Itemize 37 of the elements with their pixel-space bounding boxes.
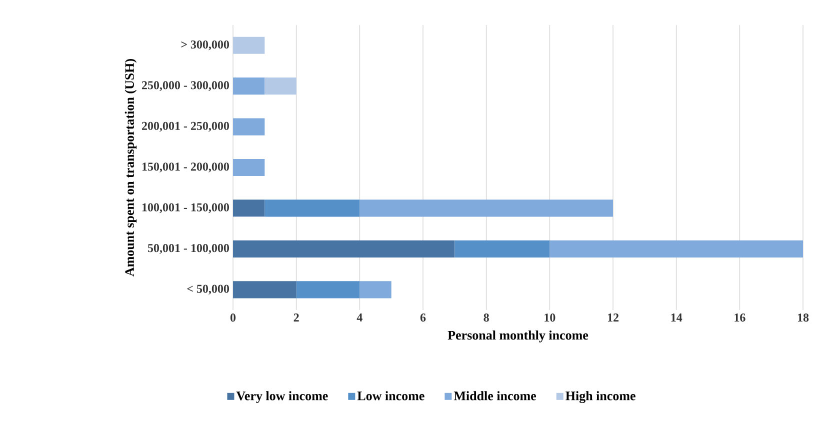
- bar: [233, 281, 296, 298]
- y-tick-label: 100,001 - 150,000: [142, 203, 229, 214]
- y-tick-label: 200,001 - 250,000: [142, 122, 229, 132]
- x-tick-label: 8: [484, 314, 489, 322]
- bar: [454, 240, 550, 258]
- x-tick-label: 6: [420, 314, 426, 322]
- legend-label: Very low income: [236, 391, 328, 403]
- x-tick-label: 4: [356, 314, 362, 322]
- bar: [233, 78, 265, 95]
- x-tick-label: 14: [671, 314, 682, 322]
- y-tick-label: < 50,000: [187, 284, 229, 295]
- bar: [360, 200, 614, 217]
- bar: [233, 158, 265, 176]
- x-tick-label: 12: [608, 314, 618, 322]
- y-tick-label: 250,000 - 300,000: [142, 81, 229, 91]
- legend-label: Low income: [357, 391, 424, 400]
- bar: [550, 240, 804, 258]
- x-axis-title: Personal monthly income: [448, 330, 588, 342]
- bar: [264, 78, 296, 95]
- bar: [296, 281, 360, 298]
- bar: [360, 281, 392, 298]
- x-tick-label: 18: [798, 314, 809, 322]
- x-tick-label: 0: [230, 314, 236, 322]
- y-tick-label: 50,001 - 100,000: [148, 244, 229, 254]
- x-tick-label: 10: [544, 314, 556, 322]
- bar: [233, 200, 265, 217]
- bar: [233, 118, 265, 136]
- legend-label: High income: [566, 391, 636, 404]
- bar: [233, 240, 455, 258]
- bar: [264, 200, 360, 217]
- bar: [233, 36, 265, 54]
- legend-label: Middle income: [454, 391, 536, 400]
- y-tick-label: > 300,000: [181, 40, 229, 50]
- x-tick-label: 16: [734, 314, 746, 322]
- y-axis-title: Amount spent on transportation (USH): [124, 59, 137, 276]
- x-tick-label: 2: [294, 314, 299, 322]
- y-tick-label: 150,001 - 200,000: [142, 162, 229, 172]
